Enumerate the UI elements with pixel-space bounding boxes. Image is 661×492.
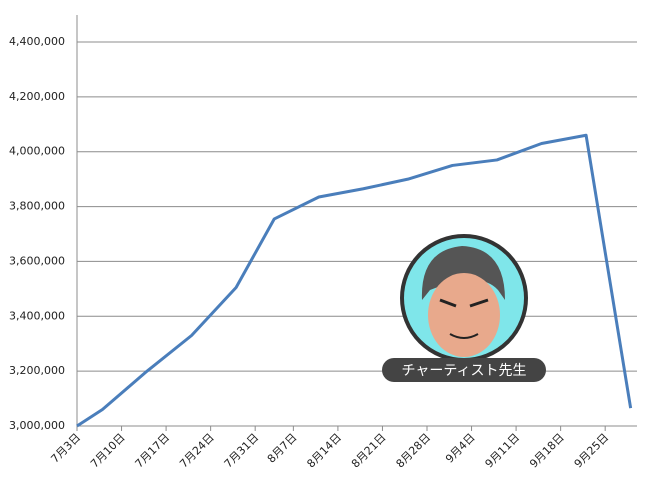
x-tick-label: 7月3日 — [48, 431, 83, 466]
x-tick-label: 8月21日 — [349, 431, 389, 471]
y-tick-label: 3,000,000 — [9, 419, 65, 432]
avatar-brows — [439, 298, 489, 308]
y-tick-label: 4,000,000 — [9, 145, 65, 158]
x-tick-label: 7月31日 — [222, 431, 262, 471]
y-tick-label: 3,600,000 — [9, 254, 65, 267]
x-tick-label: 9月18日 — [527, 431, 567, 471]
watermark: チャーティスト先生 — [382, 234, 546, 382]
y-tick-label: 3,800,000 — [9, 200, 65, 213]
x-tick-label: 7月24日 — [177, 431, 217, 471]
y-tick-label: 4,200,000 — [9, 90, 65, 103]
x-tick-label: 9月4日 — [443, 431, 478, 466]
line-series — [76, 133, 633, 428]
x-tick-label: 8月7日 — [265, 431, 300, 466]
x-tick-label: 8月14日 — [304, 431, 344, 471]
y-tick-label: 3,200,000 — [9, 364, 65, 377]
badge-label: チャーティスト先生 — [401, 363, 526, 379]
x-tick-label: 9月25日 — [572, 431, 612, 471]
y-tick-label: 3,400,000 — [9, 309, 65, 322]
x-tick-label: 8月28日 — [394, 431, 434, 471]
avatar-face — [428, 273, 500, 357]
avatar-mouth — [449, 333, 479, 339]
x-tick-label: 9月11日 — [483, 431, 523, 471]
badge-box — [382, 358, 546, 382]
avatar-hair — [421, 246, 505, 300]
x-tick-label: 7月17日 — [133, 431, 173, 471]
x-tick-label: 7月10日 — [88, 431, 128, 471]
y-tick-label: 4,400,000 — [9, 35, 65, 48]
